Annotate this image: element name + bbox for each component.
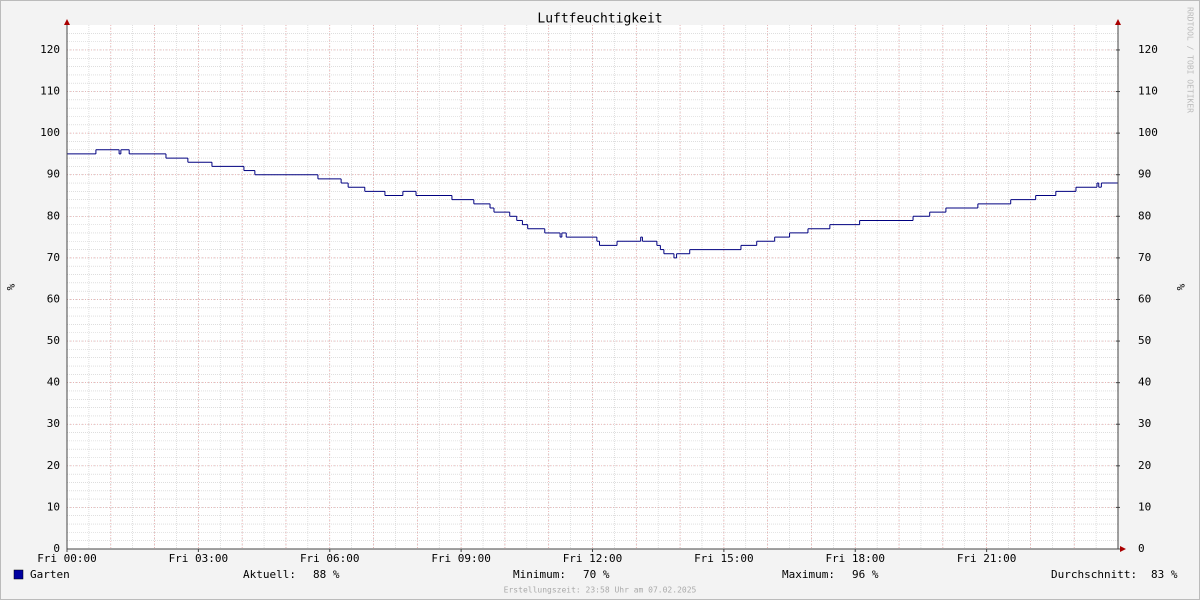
y2-tick-label: 0 — [1138, 542, 1145, 555]
y2-tick-label: 80 — [1138, 209, 1151, 222]
x-tick-label: Fri 15:00 — [694, 552, 754, 565]
y-tick-label: 120 — [40, 43, 60, 56]
marks — [67, 149, 1118, 259]
y2-tick-label: 90 — [1138, 168, 1151, 181]
stat-label: Durchschnitt: — [1051, 568, 1137, 581]
stat-value: 70 % — [583, 568, 610, 581]
y-tick-label: 0 — [53, 542, 60, 555]
chart-title: Luftfeuchtigkeit — [537, 12, 662, 27]
stat-label: Aktuell: — [243, 568, 296, 581]
x-tick-label: Fri 12:00 — [563, 552, 623, 565]
y2-tick-label: 30 — [1138, 417, 1151, 430]
y2-tick-label: 60 — [1138, 292, 1151, 305]
y2-tick-label: 110 — [1138, 85, 1158, 98]
y2-tick-label: 70 — [1138, 251, 1151, 264]
watermark: RRDTOOL / TOBI OETIKER — [1186, 7, 1195, 113]
stat-label: Maximum: — [782, 568, 835, 581]
y-tick-label: 30 — [47, 417, 60, 430]
x-tick-label: Fri 21:00 — [957, 552, 1017, 565]
legend-swatch — [13, 569, 24, 580]
y-tick-label: 110 — [40, 85, 60, 98]
y-tick-label: 60 — [47, 292, 60, 305]
x-tick-label: Fri 03:00 — [169, 552, 229, 565]
y-tick-label: 50 — [47, 334, 60, 347]
y-tick-label: 70 — [47, 251, 60, 264]
stat-value: 83 % — [1151, 568, 1178, 581]
grid — [67, 25, 1118, 550]
stat-value: 96 % — [852, 568, 879, 581]
x-tick-label: Fri 06:00 — [300, 552, 360, 565]
legend-label: Garten — [30, 568, 70, 581]
stat-label: Minimum: — [513, 568, 566, 581]
y-tick-label: 80 — [47, 209, 60, 222]
y2-label: % — [1174, 284, 1187, 291]
stat-value: 88 % — [313, 568, 340, 581]
y2-tick-label: 20 — [1138, 459, 1151, 472]
y-tick-label: 100 — [40, 126, 60, 139]
x-tick-label: Fri 00:00 — [37, 552, 97, 565]
y2-tick-label: 120 — [1138, 43, 1158, 56]
y2-tick-label: 50 — [1138, 334, 1151, 347]
y-tick-label: 90 — [47, 168, 60, 181]
y-label: % — [4, 284, 17, 291]
y2-tick-label: 10 — [1138, 500, 1151, 513]
y-tick-label: 40 — [47, 376, 60, 389]
x-tick-label: Fri 18:00 — [825, 552, 885, 565]
y-tick-label: 10 — [47, 500, 60, 513]
footer: Erstellungszeit: 23:58 Uhr am 07.02.2025 — [504, 586, 697, 595]
y2-tick-label: 40 — [1138, 376, 1151, 389]
stats: Aktuell: 88 % Minimum: 70 % Maximum: 96 % Durc… — [243, 568, 1178, 581]
arrow — [1115, 19, 1121, 25]
y-tick-label: 20 — [47, 459, 60, 472]
y2-tick-label: 100 — [1138, 126, 1158, 139]
x-tick-label: Fri 09:00 — [431, 552, 491, 565]
arrow — [1120, 546, 1126, 552]
arrow — [64, 19, 70, 25]
